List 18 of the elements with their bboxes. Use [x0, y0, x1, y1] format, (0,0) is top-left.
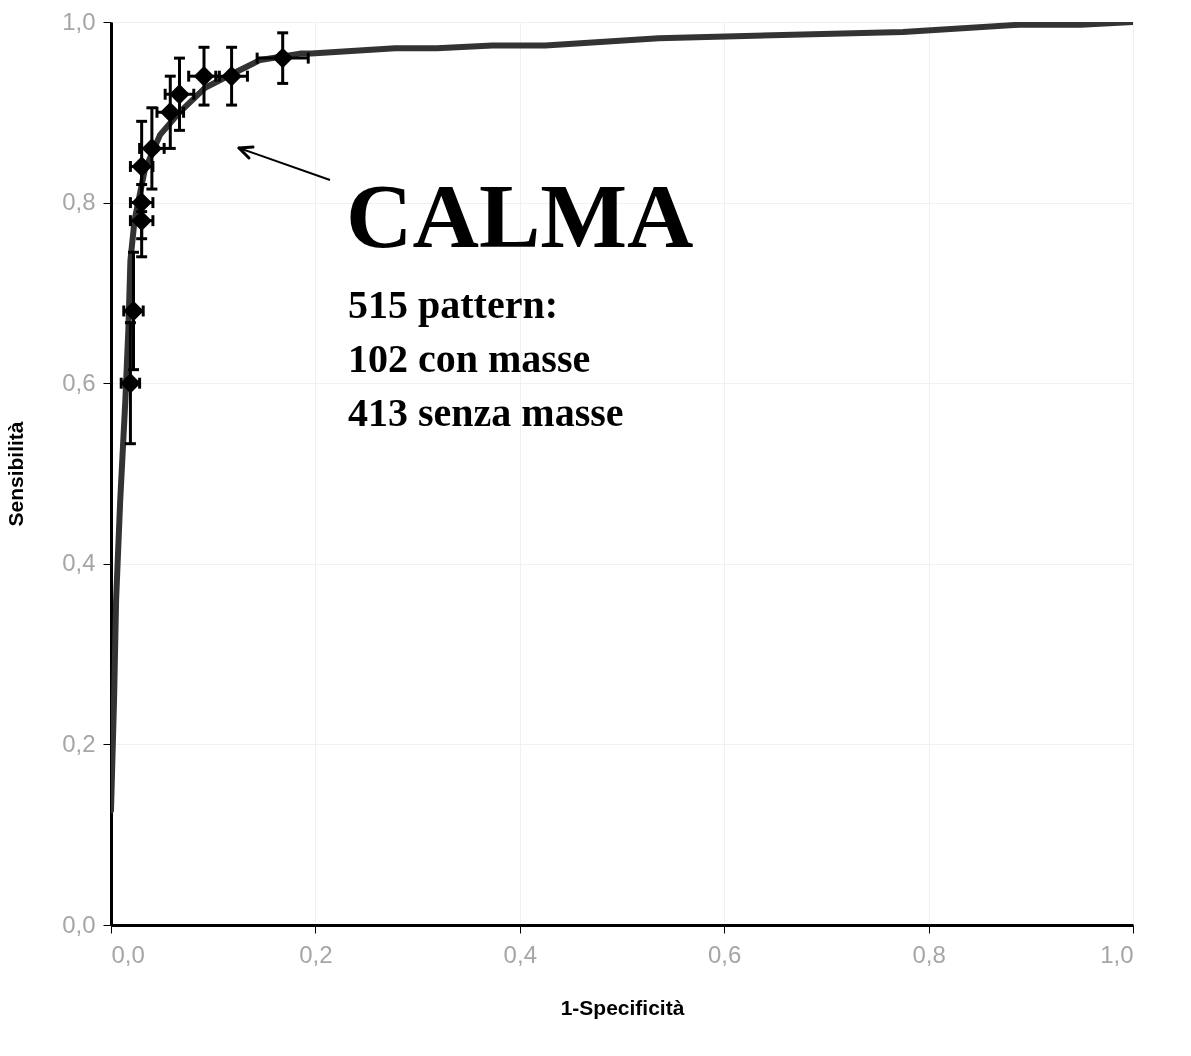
- x-axis-title: 1-Specificità: [560, 995, 685, 1019]
- x-tick-label: 0,2: [299, 940, 333, 968]
- x-tick-label: 1,0: [1100, 940, 1134, 968]
- y-tick-label: 1,0: [62, 7, 96, 35]
- y-tick-label: 0,2: [62, 729, 96, 757]
- annotation: CALMA: [346, 165, 694, 267]
- y-tick-label: 0,8: [62, 188, 96, 216]
- x-tick-label: 0,4: [503, 940, 537, 968]
- y-tick-label: 0,6: [62, 368, 96, 396]
- annotation: 413 senza masse: [348, 390, 624, 435]
- x-tick-label: 0,8: [912, 940, 946, 968]
- x-tick-label: 0,0: [111, 940, 145, 968]
- x-tick-label: 0,6: [708, 940, 742, 968]
- y-axis-title: Sensibilità: [4, 421, 28, 527]
- annotation: 515 pattern:: [348, 282, 558, 327]
- y-tick-label: 0,4: [62, 549, 96, 577]
- y-tick-label: 0,0: [62, 910, 96, 938]
- annotation: 102 con masse: [348, 336, 591, 381]
